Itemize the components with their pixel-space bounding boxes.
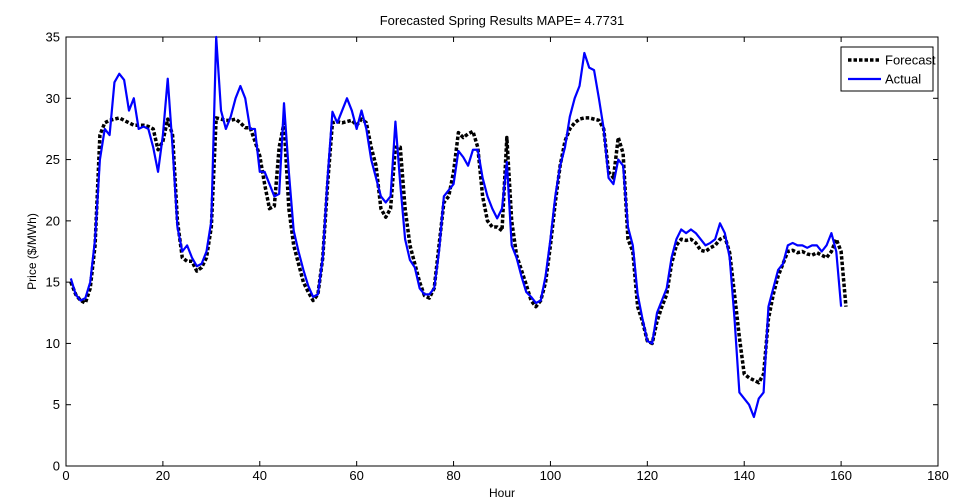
- y-tick-label: 25: [46, 152, 60, 167]
- y-tick-label: 15: [46, 275, 60, 290]
- series-line-forecast: [69, 116, 848, 385]
- series-line-actual: [69, 35, 843, 419]
- legend-label-forecast: Forecast: [885, 53, 936, 68]
- x-tick-label: 40: [253, 468, 267, 483]
- y-tick-label: 30: [46, 91, 60, 106]
- x-tick-label: 180: [927, 468, 949, 483]
- legend: Forecast Actual: [840, 46, 936, 92]
- x-tick-label: 60: [349, 468, 363, 483]
- y-tick-label: 10: [46, 336, 60, 351]
- x-tick-label: 100: [540, 468, 562, 483]
- y-axis: 0 5 10 15 20 25 30 35: [46, 30, 938, 474]
- y-tick-label: 35: [46, 30, 60, 45]
- y-tick-label: 0: [53, 459, 60, 474]
- x-tick-label: 20: [156, 468, 170, 483]
- chart-title: Forecasted Spring Results MAPE= 4.7731: [380, 13, 625, 28]
- x-tick-label: 120: [636, 468, 658, 483]
- plot-area: [65, 36, 939, 467]
- legend-box: [840, 46, 934, 92]
- y-tick-label: 5: [53, 397, 60, 412]
- x-tick-label: 0: [62, 468, 69, 483]
- series-layer: [69, 35, 848, 419]
- y-tick-label: 20: [46, 213, 60, 228]
- x-tick-label: 160: [830, 468, 852, 483]
- legend-label-actual: Actual: [885, 72, 921, 87]
- x-tick-label: 140: [733, 468, 755, 483]
- y-axis-label: Price ($/MWh): [25, 213, 39, 290]
- x-axis-label: Hour: [489, 486, 515, 500]
- x-axis: 0 20 40 60 80 100 120 140 160 180: [62, 37, 949, 483]
- x-tick-label: 80: [446, 468, 460, 483]
